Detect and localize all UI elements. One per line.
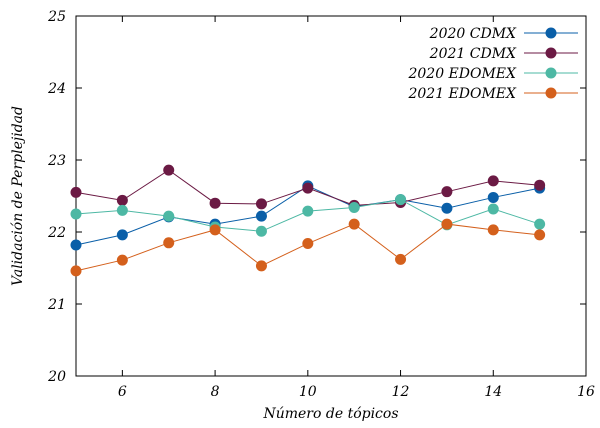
data-point [395,194,407,206]
data-point [209,224,221,236]
legend-label: 2020 EDOMEX [407,66,517,82]
legend-marker [545,67,557,79]
y-tick-label: 21 [47,297,66,313]
data-point [302,238,314,250]
x-tick-label: 10 [299,384,317,400]
data-point [209,197,221,209]
x-tick-label: 14 [484,384,502,400]
axis-ticks: 6 8 10 12 14 16 20 21 22 23 24 25 [47,9,595,400]
x-tick-label: 8 [211,384,220,400]
legend-entry: 2021 EDOMEX [407,86,578,102]
x-tick-label: 12 [392,384,410,400]
legend-marker [545,27,557,39]
data-point [163,210,175,222]
x-tick-label: 6 [118,384,127,400]
legend-marker [545,47,557,59]
y-tick-label: 24 [47,81,66,97]
y-tick-label: 20 [47,369,66,385]
legend-label: 2021 CDMX [429,46,517,62]
data-point [534,218,546,230]
data-point [255,225,267,237]
data-point [348,202,360,214]
series-1 [70,164,546,211]
y-tick-label: 23 [47,153,66,169]
data-point [487,175,499,187]
data-point [487,224,499,236]
x-tick-label: 16 [577,384,595,400]
legend-label: 2020 CDMX [429,26,517,42]
data-point [70,239,82,251]
legend-marker [545,87,557,99]
data-point [70,265,82,277]
data-point [116,254,128,266]
legend-entry: 2021 CDMX [429,46,578,62]
data-point [116,194,128,206]
data-point [534,229,546,241]
data-point [348,218,360,230]
data-point [70,208,82,220]
data-point [302,182,314,194]
x-axis-label: Número de tópicos [262,406,398,422]
data-point [255,198,267,210]
series-layer [70,164,546,277]
legend: 2020 CDMX 2021 CDMX 2020 EDOMEX 2021 EDOMEX [407,26,578,102]
y-axis-label: Validación de Perplejidad [10,106,26,286]
data-point [441,218,453,230]
data-point [116,229,128,241]
data-point [163,237,175,249]
y-tick-label: 22 [47,225,66,241]
data-point [255,210,267,222]
data-point [441,186,453,198]
data-point [395,253,407,265]
data-point [302,205,314,217]
y-tick-label: 25 [47,9,66,25]
data-point [70,186,82,198]
legend-entry: 2020 CDMX [429,26,578,42]
series-2 [70,194,546,237]
data-point [116,204,128,216]
data-point [255,260,267,272]
data-point [163,164,175,176]
series-3 [70,218,546,277]
data-point [487,203,499,215]
data-point [441,202,453,214]
data-point [487,191,499,203]
data-point [534,179,546,191]
legend-entry: 2020 EDOMEX [407,66,578,82]
legend-label: 2021 EDOMEX [407,86,517,102]
